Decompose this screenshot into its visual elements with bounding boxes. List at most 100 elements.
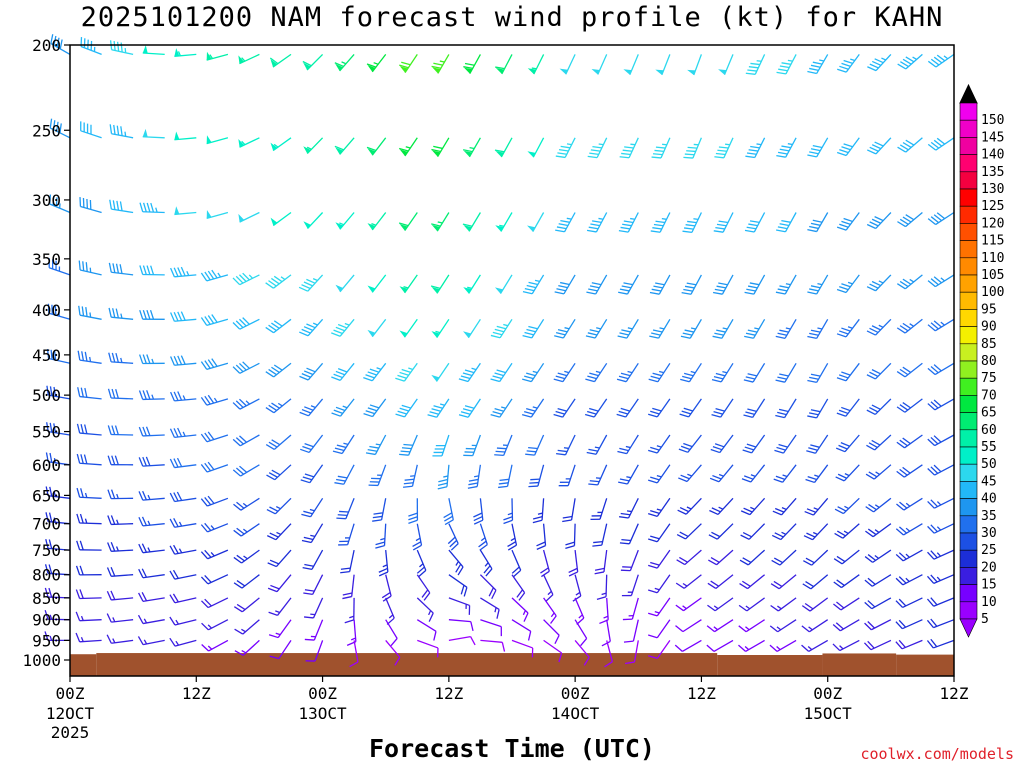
wind-barb: [678, 464, 702, 483]
barb-full: [266, 535, 277, 541]
barb-staff: [79, 432, 102, 436]
barb-full: [142, 202, 147, 213]
source-credit[interactable]: coolwx.com/models: [860, 745, 1014, 763]
barb-staff: [240, 497, 260, 511]
barb-staff: [597, 54, 608, 75]
barb-full: [778, 68, 788, 72]
barb-staff: [307, 318, 324, 337]
wind-barb: [866, 274, 892, 292]
barb-staff: [339, 53, 355, 72]
barb-pennant: [174, 206, 180, 215]
wind-barb: [238, 211, 260, 223]
barb-full: [843, 217, 853, 223]
wind-barb: [864, 619, 892, 631]
barb-staff: [111, 574, 134, 577]
wind-barb: [431, 362, 450, 382]
barb-half: [754, 327, 760, 330]
barb-staff: [746, 597, 765, 612]
wind-barb: [170, 266, 197, 278]
barb-full: [113, 124, 116, 135]
barb-full: [621, 329, 631, 333]
barb-staff: [349, 549, 355, 572]
wind-barb: [833, 597, 860, 611]
barb-full: [554, 335, 564, 339]
colorbar-label: 75: [981, 371, 997, 386]
barb-full: [773, 557, 783, 564]
barb-full: [714, 156, 724, 159]
barb-staff: [174, 523, 197, 528]
barb-full: [746, 152, 757, 155]
wind-barb: [743, 398, 766, 419]
barb-full: [401, 61, 411, 66]
barb-half: [84, 492, 88, 498]
barb-half: [874, 554, 880, 559]
wind-barb: [106, 613, 134, 623]
barb-full: [747, 69, 757, 72]
barb-full: [298, 286, 309, 292]
barb-staff: [934, 497, 955, 509]
wind-barb: [206, 210, 229, 220]
barb-staff: [312, 597, 324, 619]
colorbar-swatch: [959, 205, 978, 224]
barb-full: [44, 587, 49, 598]
barb-staff: [385, 597, 395, 619]
barb-full: [524, 375, 534, 380]
barb-full: [369, 368, 380, 373]
colorbar-swatch: [959, 343, 978, 362]
barb-full: [304, 473, 315, 478]
barb-full: [897, 146, 907, 153]
wind-barb: [803, 523, 829, 541]
wind-barb: [707, 574, 734, 590]
barb-full: [339, 510, 349, 513]
barb-full: [233, 529, 242, 537]
barb-full: [457, 566, 464, 576]
wind-barb: [138, 543, 165, 554]
barb-staff: [904, 274, 923, 290]
barb-full: [342, 592, 353, 596]
barb-full: [747, 373, 758, 377]
barb-full: [106, 613, 112, 623]
barb-full: [713, 410, 723, 415]
barb-full: [173, 492, 179, 502]
barb-full: [108, 262, 112, 273]
x-tick-label: 12Z: [940, 684, 969, 703]
wind-barb: [927, 137, 955, 151]
barb-full: [76, 423, 81, 434]
barb-staff: [339, 274, 355, 293]
barb-staff: [142, 619, 165, 625]
barb-full: [79, 540, 84, 551]
barb-full: [200, 396, 208, 406]
barb-pennant: [463, 287, 472, 294]
barb-half: [242, 528, 248, 533]
x-tick-label: 12Z: [182, 684, 211, 703]
barb-full: [618, 291, 628, 295]
wind-barb: [864, 549, 892, 563]
barb-staff: [816, 398, 829, 419]
barb-full: [706, 625, 715, 633]
barb-full: [59, 123, 62, 133]
barb-staff: [274, 464, 292, 481]
wind-barb: [926, 618, 955, 629]
barb-full: [268, 368, 277, 376]
barb-half: [410, 475, 415, 477]
wind-barb: [562, 498, 576, 523]
barb-full: [382, 595, 392, 602]
barb-half: [58, 311, 60, 317]
barb-full: [80, 488, 84, 498]
wind-barb: [807, 398, 829, 419]
barb-full: [232, 277, 241, 286]
barb-full: [363, 412, 373, 418]
barb-full: [303, 326, 314, 331]
barb-full: [621, 152, 631, 156]
wind-barb: [107, 455, 134, 466]
barb-full: [145, 456, 151, 466]
barb-full: [711, 507, 721, 513]
wind-barb: [78, 305, 102, 320]
barb-full: [301, 408, 312, 414]
wind-barb: [49, 194, 71, 214]
barb-full: [898, 639, 906, 648]
colorbar-swatch: [959, 188, 978, 207]
wind-barb: [232, 434, 260, 447]
barb-half: [878, 280, 884, 284]
barb-staff: [934, 362, 955, 376]
